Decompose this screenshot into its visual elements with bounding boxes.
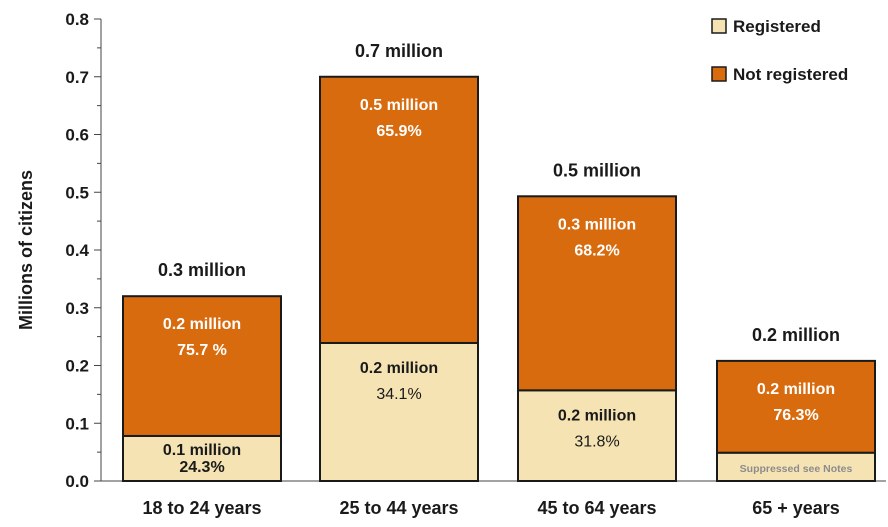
x-category-label: 45 to 64 years [537, 498, 656, 518]
y-tick-label: 0.1 [65, 414, 89, 433]
bar-segment-registered [517, 389, 677, 482]
y-tick-label: 0.7 [65, 68, 89, 87]
y-tick-label: 0.4 [65, 241, 89, 260]
data-label-not-registered-percent: 65.9% [376, 123, 421, 140]
data-label-not-registered-amount: 0.3 million [558, 216, 636, 233]
bar-segment-not-registered [319, 75, 479, 344]
data-label-not-registered-amount: 0.2 million [163, 316, 241, 333]
y-axis-title: Millions of citizens [16, 170, 36, 330]
legend-label-not-registered: Not registered [733, 65, 848, 84]
bar-segment-not-registered [716, 359, 876, 454]
x-category-label: 25 to 44 years [339, 498, 458, 518]
data-label-not-registered-percent: 76.3% [773, 407, 818, 424]
data-label-not-registered-amount: 0.2 million [757, 381, 835, 398]
data-label-registered-amount: 0.2 million [360, 360, 438, 377]
bar-total-label: 0.5 million [553, 160, 641, 180]
y-tick-label: 0.2 [65, 357, 89, 376]
data-label-registered-amount: 0.1 million [163, 442, 241, 459]
bar-segment-not-registered [517, 195, 677, 392]
bar-total-label: 0.7 million [355, 41, 443, 61]
bar-total-label: 0.2 million [752, 325, 840, 345]
y-tick-label: 0.5 [65, 183, 89, 202]
legend-swatch-registered [711, 18, 727, 34]
data-label-not-registered-percent: 68.2% [574, 242, 619, 259]
y-tick-label: 0.6 [65, 126, 89, 145]
y-tick-label: 0.3 [65, 299, 89, 318]
data-label-registered-note: Suppressed see Notes [740, 463, 853, 475]
bar-segment-registered [319, 341, 479, 483]
x-category-label: 65 + years [752, 498, 840, 518]
y-tick-label: 0.0 [65, 472, 89, 491]
data-label-not-registered-percent: 75.7 % [177, 342, 227, 359]
legend-label-registered: Registered [733, 17, 821, 36]
data-label-registered-percent: 24.3% [179, 459, 224, 476]
x-category-label: 18 to 24 years [142, 498, 261, 518]
data-label-registered-percent: 34.1% [376, 386, 421, 403]
data-label-not-registered-amount: 0.5 million [360, 97, 438, 114]
bar-segment-not-registered [122, 295, 282, 437]
bar-total-label: 0.3 million [158, 260, 246, 280]
legend-swatch-not-registered [711, 66, 727, 82]
y-tick-label: 0.8 [65, 10, 89, 29]
data-label-registered-percent: 31.8% [574, 433, 619, 450]
data-label-registered-amount: 0.2 million [558, 407, 636, 424]
